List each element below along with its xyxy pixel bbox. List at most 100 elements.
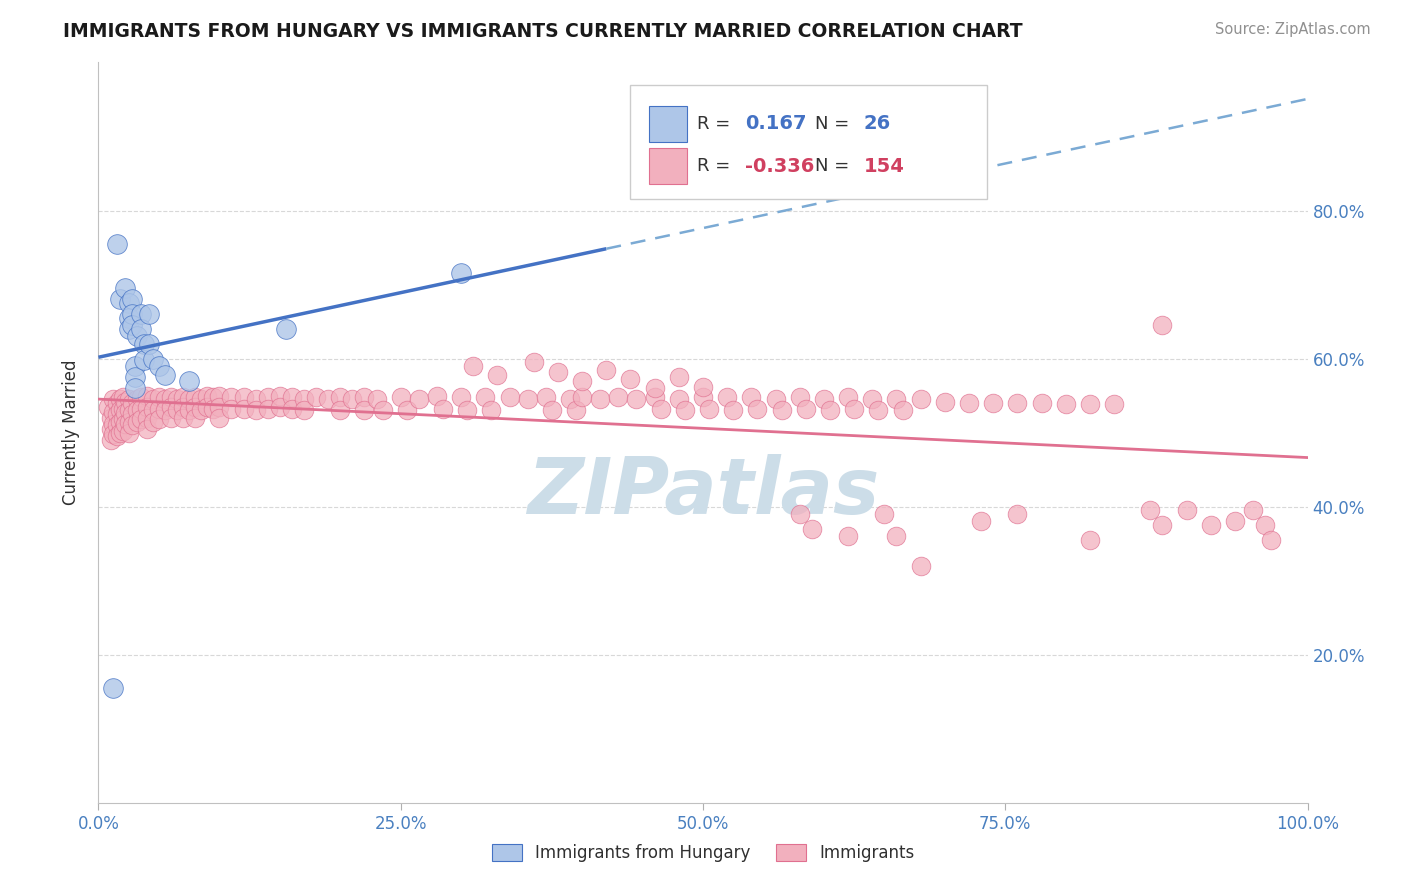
- Point: [644, 390, 666, 404]
- Point: [114, 394, 136, 409]
- Text: IMMIGRANTS FROM HUNGARY VS IMMIGRANTS CURRENTLY MARRIED CORRELATION CHART: IMMIGRANTS FROM HUNGARY VS IMMIGRANTS CU…: [63, 22, 1024, 41]
- Point: [540, 403, 562, 417]
- Point: [1152, 518, 1174, 533]
- Point: [292, 392, 315, 407]
- Point: [179, 374, 201, 388]
- Point: [481, 403, 503, 417]
- Point: [765, 392, 787, 407]
- Point: [747, 401, 769, 416]
- Point: [121, 293, 143, 307]
- Point: [118, 392, 141, 407]
- Point: [208, 410, 231, 425]
- Point: [281, 390, 304, 404]
- Point: [619, 372, 641, 386]
- FancyBboxPatch shape: [630, 85, 987, 200]
- Point: [1054, 397, 1077, 411]
- FancyBboxPatch shape: [648, 106, 688, 142]
- Point: [770, 403, 793, 417]
- Point: [179, 403, 201, 417]
- Point: [450, 267, 472, 281]
- Point: [184, 410, 207, 425]
- Point: [256, 390, 278, 404]
- Point: [118, 415, 141, 429]
- Point: [673, 403, 696, 417]
- Point: [121, 418, 143, 433]
- Point: [1078, 397, 1101, 411]
- Point: [692, 380, 714, 394]
- Point: [740, 390, 762, 404]
- Point: [184, 390, 207, 404]
- Point: [794, 401, 817, 416]
- Point: [129, 307, 152, 321]
- Point: [121, 318, 143, 333]
- Point: [486, 368, 509, 382]
- Point: [124, 381, 146, 395]
- Point: [148, 401, 170, 416]
- Point: [910, 558, 932, 573]
- Point: [124, 370, 146, 384]
- Point: [818, 403, 841, 417]
- Point: [800, 522, 823, 536]
- Point: [232, 390, 254, 404]
- Point: [195, 388, 218, 402]
- Text: ZIPatlas: ZIPatlas: [527, 454, 879, 530]
- FancyBboxPatch shape: [648, 148, 688, 185]
- Point: [101, 427, 124, 442]
- Point: [153, 368, 176, 382]
- Point: [305, 390, 328, 404]
- Point: [432, 401, 454, 416]
- Point: [474, 390, 496, 404]
- Point: [789, 507, 811, 521]
- Point: [100, 410, 122, 425]
- Point: [981, 396, 1004, 410]
- Point: [329, 390, 352, 404]
- Point: [129, 412, 152, 426]
- Point: [111, 401, 134, 416]
- Text: R =: R =: [697, 115, 735, 133]
- Text: 154: 154: [863, 157, 904, 176]
- Point: [142, 415, 165, 429]
- Point: [108, 403, 131, 417]
- Point: [565, 403, 588, 417]
- Point: [232, 401, 254, 416]
- Point: [97, 400, 120, 414]
- Point: [1078, 533, 1101, 547]
- Point: [1139, 503, 1161, 517]
- Text: 26: 26: [863, 114, 891, 134]
- Text: Source: ZipAtlas.com: Source: ZipAtlas.com: [1215, 22, 1371, 37]
- Point: [108, 392, 131, 407]
- Point: [101, 405, 124, 419]
- Point: [426, 388, 449, 402]
- Point: [148, 359, 170, 373]
- Point: [179, 392, 201, 407]
- Point: [135, 388, 157, 402]
- Point: [716, 390, 738, 404]
- Point: [644, 381, 666, 395]
- Point: [1102, 397, 1125, 411]
- Point: [111, 390, 134, 404]
- Point: [957, 396, 980, 410]
- Point: [172, 410, 194, 425]
- Y-axis label: Currently Married: Currently Married: [62, 359, 80, 506]
- Point: [844, 401, 866, 416]
- Point: [498, 390, 520, 404]
- Point: [148, 390, 170, 404]
- Point: [934, 394, 956, 409]
- Point: [408, 392, 430, 407]
- Point: [595, 362, 617, 376]
- Text: 0.167: 0.167: [745, 114, 807, 134]
- Point: [105, 429, 128, 443]
- Point: [101, 392, 124, 407]
- Point: [523, 355, 546, 369]
- Point: [111, 412, 134, 426]
- Point: [274, 322, 297, 336]
- Text: R =: R =: [697, 157, 735, 175]
- Point: [571, 390, 593, 404]
- Point: [121, 307, 143, 321]
- Point: [172, 390, 194, 404]
- Point: [190, 403, 212, 417]
- Point: [837, 390, 859, 404]
- Point: [127, 403, 149, 417]
- Point: [105, 407, 128, 421]
- Point: [138, 336, 160, 351]
